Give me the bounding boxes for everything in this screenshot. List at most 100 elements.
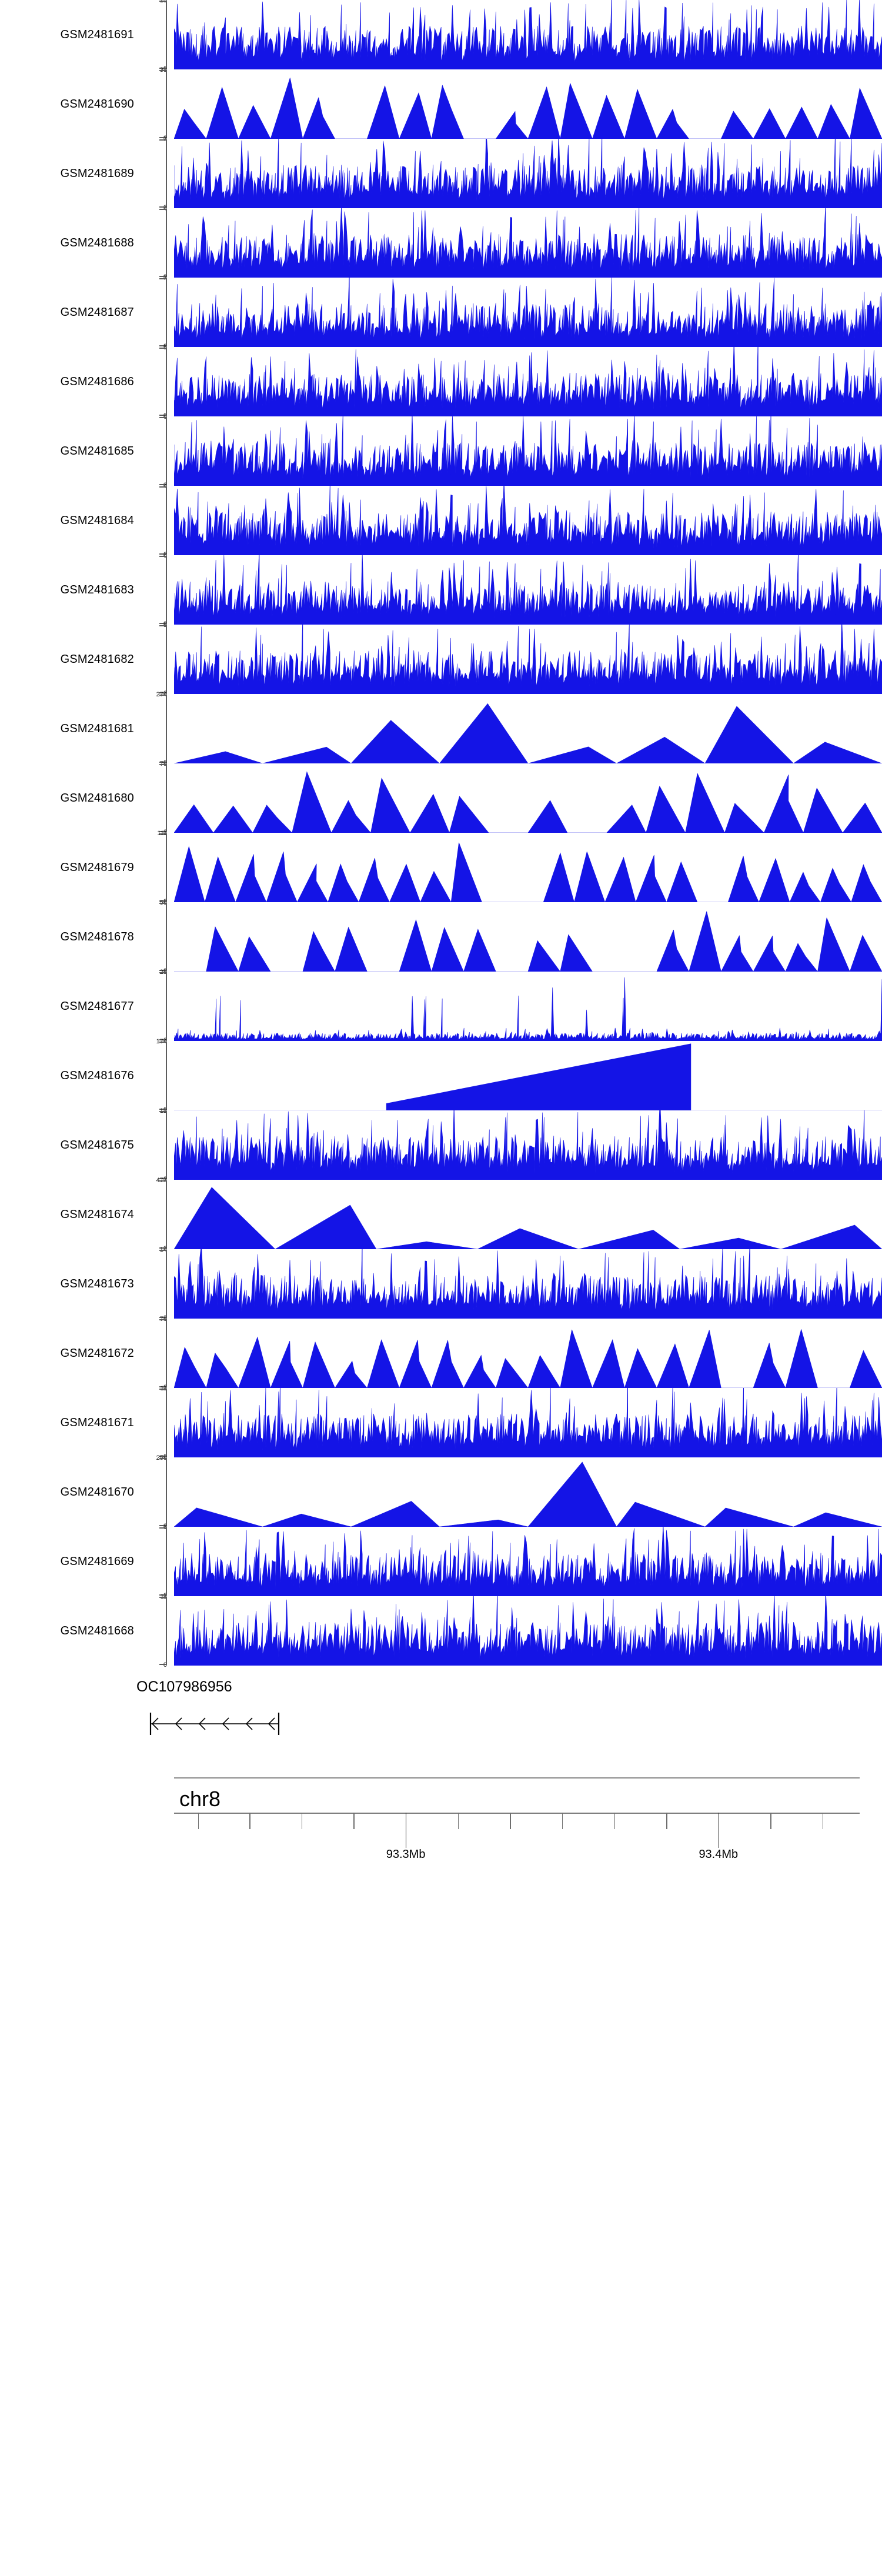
gene-model[interactable] [149, 1711, 281, 1736]
track-label[interactable]: GSM2481689 [60, 166, 134, 180]
coverage-plot[interactable] [174, 902, 882, 972]
ruler-tick [562, 1813, 563, 1829]
track-label[interactable]: GSM2481691 [60, 28, 134, 41]
track-y-axis: 1740 [140, 1039, 174, 1113]
coverage-area [174, 703, 882, 763]
coverage-plot[interactable] [174, 1249, 882, 1319]
coverage-area [174, 278, 882, 347]
axis-spine [166, 1250, 167, 1318]
axis-min-label: 0 [163, 551, 167, 558]
track-label[interactable]: GSM2481670 [60, 1485, 134, 1499]
coverage-svg [174, 1249, 882, 1319]
coverage-svg [174, 1110, 882, 1180]
coverage-plot[interactable] [174, 763, 882, 833]
coverage-plot[interactable] [174, 416, 882, 486]
axis-tick-bottom [159, 68, 166, 69]
coverage-plot[interactable] [174, 1457, 882, 1527]
track-label[interactable]: GSM2481690 [60, 97, 134, 111]
axis-min-label: 0 [163, 829, 167, 836]
track-label[interactable]: GSM2481684 [60, 513, 134, 527]
track-label[interactable]: GSM2481688 [60, 236, 134, 249]
track-label[interactable]: GSM2481668 [60, 1624, 134, 1637]
coverage-plot[interactable] [174, 347, 882, 416]
coverage-area [174, 625, 882, 694]
track-label[interactable]: GSM2481679 [60, 860, 134, 874]
axis-tick-bottom [159, 137, 166, 138]
coverage-area [174, 1527, 882, 1596]
axis-spine [166, 139, 167, 208]
track-label[interactable]: GSM2481672 [60, 1346, 134, 1360]
coverage-plot[interactable] [174, 1596, 882, 1666]
coverage-area [174, 1043, 882, 1110]
axis-tick-top [159, 278, 166, 279]
track-label[interactable]: GSM2481685 [60, 444, 134, 458]
coverage-svg [174, 555, 882, 625]
axis-tick-bottom [159, 970, 166, 971]
axis-tick-top [159, 695, 166, 696]
track-label[interactable]: GSM2481678 [60, 930, 134, 943]
track-label[interactable]: GSM2481676 [60, 1069, 134, 1082]
track-label[interactable]: GSM2481669 [60, 1554, 134, 1568]
coverage-track-GSM2481671: GSM2481671 110 [0, 1386, 882, 1460]
axis-spine [166, 1458, 167, 1526]
axis-min-label: 0 [163, 1384, 167, 1391]
coverage-svg [174, 1461, 882, 1527]
coverage-plot[interactable] [174, 1388, 882, 1457]
coverage-plot[interactable] [174, 1110, 882, 1180]
axis-tick-bottom [159, 1456, 166, 1457]
coverage-plot[interactable] [174, 69, 882, 139]
axis-min-label: 0 [163, 1106, 167, 1113]
coverage-area [174, 842, 882, 902]
axis-spine [166, 1111, 167, 1179]
coverage-plot[interactable] [174, 625, 882, 694]
axis-min-label: 0 [163, 1661, 167, 1669]
coverage-plot[interactable] [174, 833, 882, 902]
track-label[interactable]: GSM2481686 [60, 375, 134, 388]
track-y-axis: 40 [140, 483, 174, 558]
track-label[interactable]: GSM2481677 [60, 999, 134, 1013]
track-label[interactable]: GSM2481681 [60, 722, 134, 735]
axis-tick-top [159, 1250, 166, 1251]
coverage-area [174, 1110, 882, 1180]
coverage-plot[interactable] [174, 555, 882, 625]
coverage-area [174, 1329, 882, 1388]
track-label[interactable]: GSM2481687 [60, 305, 134, 319]
axis-min-label: 0 [163, 343, 167, 350]
track-label[interactable]: GSM2481683 [60, 583, 134, 596]
axis-spine [166, 1597, 167, 1665]
chromosome-ruler-track: chr8 93.3Mb 93.4Mb [0, 1754, 882, 1871]
coverage-plot[interactable] [174, 1041, 882, 1110]
track-y-axis: 250 [140, 969, 174, 1044]
coverage-plot[interactable] [174, 972, 882, 1041]
coverage-plot[interactable] [174, 208, 882, 278]
coverage-plot[interactable] [174, 0, 882, 69]
track-label[interactable]: GSM2481674 [60, 1207, 134, 1221]
track-label[interactable]: GSM2481675 [60, 1138, 134, 1152]
coverage-track-GSM2481669: GSM2481669 60 [0, 1524, 882, 1599]
track-label[interactable]: GSM2481680 [60, 791, 134, 805]
track-label[interactable]: GSM2481671 [60, 1416, 134, 1429]
coverage-plot[interactable] [174, 278, 882, 347]
coverage-area [174, 416, 882, 486]
track-label[interactable]: GSM2481673 [60, 1277, 134, 1290]
coverage-plot[interactable] [174, 486, 882, 555]
coverage-plot[interactable] [174, 139, 882, 208]
axis-tick-bottom [159, 762, 166, 763]
track-y-axis: 50 [140, 622, 174, 697]
axis-tick-bottom [159, 1386, 166, 1387]
axis-min-label: 0 [163, 1245, 167, 1252]
coverage-plot[interactable] [174, 1180, 882, 1249]
coverage-area [174, 78, 882, 139]
coverage-area [174, 911, 882, 972]
coverage-svg [174, 1388, 882, 1457]
track-label[interactable]: GSM2481682 [60, 652, 134, 666]
coverage-track-GSM2481668: GSM2481668 110 [0, 1594, 882, 1669]
coverage-plot[interactable] [174, 694, 882, 763]
gene-label: OC107986956 [136, 1679, 232, 1695]
coverage-plot[interactable] [174, 1319, 882, 1388]
coordinate-ruler[interactable]: 93.3Mb 93.4Mb [174, 1813, 860, 1869]
axis-tick-top [159, 833, 166, 835]
axis-tick-top [159, 764, 166, 765]
coverage-plot[interactable] [174, 1527, 882, 1596]
